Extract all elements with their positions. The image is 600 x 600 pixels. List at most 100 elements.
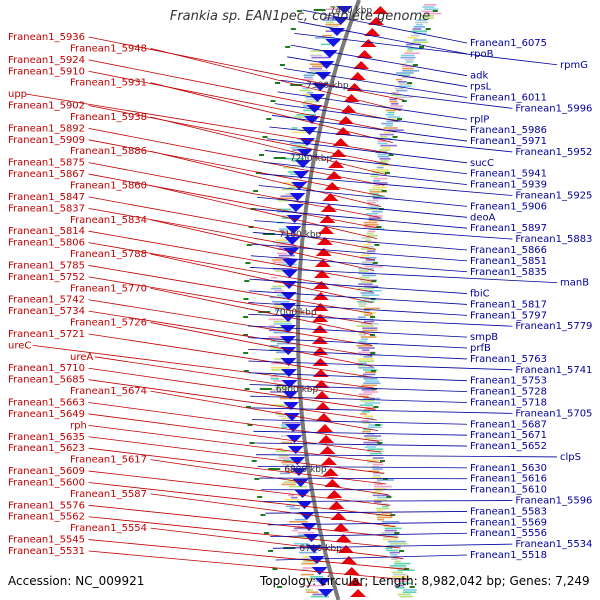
reverse-gene-arrow (311, 567, 328, 575)
gene-stripe (303, 100, 320, 103)
gene-stripe (365, 437, 377, 439)
gene-stripe (406, 50, 414, 52)
gene-stripe (360, 336, 377, 338)
tick-mark (380, 460, 385, 462)
gene-label-leader (88, 367, 376, 410)
gene-label-leader (88, 424, 383, 464)
gene-stripe (363, 320, 375, 323)
gene-stripe (361, 294, 380, 296)
gene-label: upp (8, 89, 27, 100)
gene-label: adk (470, 71, 488, 82)
gene-stripe (387, 129, 404, 131)
gene-stripe (396, 72, 414, 74)
gene-stripe (376, 516, 393, 519)
gene-stripe (389, 98, 397, 101)
gene-stripe (359, 276, 371, 279)
gene-stripe (367, 250, 376, 252)
tick-mark (260, 514, 266, 516)
gene-stripe (377, 518, 384, 521)
gene-stripe (373, 481, 381, 483)
gene-label: Franean1_5562 (8, 512, 85, 523)
gene-label: Franean1_5837 (8, 203, 85, 214)
gene-stripe (287, 479, 298, 481)
forward-gene-arrow (343, 567, 360, 575)
gene-stripe (283, 166, 297, 169)
forward-gene-arrow (322, 468, 339, 476)
gene-stripe (326, 8, 342, 10)
forward-gene-arrow (315, 413, 332, 421)
tick-mark (259, 154, 264, 156)
gene-stripe (360, 254, 370, 257)
gene-stripe (394, 562, 411, 565)
gene-label: Franean1_5718 (470, 397, 547, 408)
gene-label-leader (274, 103, 468, 131)
gene-stripe (358, 340, 367, 343)
gene-stripe (379, 149, 391, 151)
gene-label: Franean1_5886 (70, 146, 147, 157)
gene-label-leader (265, 511, 468, 514)
gene-stripe (371, 477, 382, 479)
gene-stripe (279, 230, 286, 233)
forward-gene-arrow (322, 193, 339, 201)
gene-stripe (283, 459, 293, 461)
gene-label-leader (248, 313, 513, 327)
gene-label-leader (88, 310, 373, 357)
gene-stripe (273, 261, 286, 263)
gene-stripe (359, 404, 373, 406)
gene-label-leader (254, 220, 513, 240)
gene-stripe (367, 235, 378, 237)
gene-label: Franean1_5925 (515, 191, 592, 202)
gene-stripe (375, 490, 383, 492)
gene-stripe (275, 270, 289, 272)
gene-stripe (297, 525, 309, 527)
gene-label-leader (88, 482, 393, 517)
gene-stripe (302, 547, 309, 549)
gene-stripe (273, 305, 291, 307)
gene-stripe (300, 573, 315, 576)
ruler-label: 6800 kbp (284, 465, 327, 475)
gene-label: rph (70, 420, 87, 431)
gene-stripe (364, 380, 379, 382)
gene-label: rplP (470, 114, 489, 125)
gene-stripe (393, 580, 408, 582)
gene-stripe (380, 144, 397, 147)
gene-stripe (275, 411, 282, 413)
gene-stripe (281, 417, 290, 420)
gene-label-leader (249, 278, 468, 294)
gene-label: Franean1_5616 (470, 474, 547, 485)
topology-label: Topology: circular; Length: 8,982,042 bp… (259, 574, 590, 588)
gene-stripe (279, 397, 297, 400)
gene-stripe (377, 496, 391, 499)
gene-stripe (365, 259, 376, 261)
forward-gene-arrow (312, 347, 329, 355)
gene-label-leader (88, 70, 396, 133)
gene-stripe (310, 50, 322, 52)
gene-label-leader (277, 91, 468, 120)
tick-mark (374, 244, 380, 246)
gene-stripe (410, 34, 420, 37)
gene-label: Franean1_5763 (470, 354, 547, 365)
gene-label: Franean1_5867 (8, 169, 85, 180)
forward-gene-arrow (313, 281, 330, 289)
reverse-gene-arrow (287, 446, 304, 454)
gene-stripe (412, 28, 422, 30)
gene-stripe (309, 63, 324, 65)
gene-stripe (270, 287, 282, 290)
tick-mark (255, 172, 261, 174)
tick-mark (277, 586, 283, 588)
gene-stripe (278, 415, 286, 417)
gene-stripe (287, 171, 300, 173)
reverse-gene-arrow (336, 6, 353, 14)
gene-stripe (367, 426, 382, 428)
forward-gene-arrow (312, 358, 329, 366)
gene-stripe (364, 285, 379, 288)
gene-label: Franean1_5931 (70, 78, 147, 89)
tick-mark (253, 190, 259, 192)
gene-label: Franean1_5587 (70, 489, 147, 500)
gene-label: rpsL (470, 82, 492, 93)
gene-label-leader (257, 196, 468, 218)
tick-mark (250, 208, 256, 210)
gene-stripe (310, 576, 324, 578)
gene-stripe (322, 19, 341, 21)
gene-stripe (360, 338, 369, 340)
